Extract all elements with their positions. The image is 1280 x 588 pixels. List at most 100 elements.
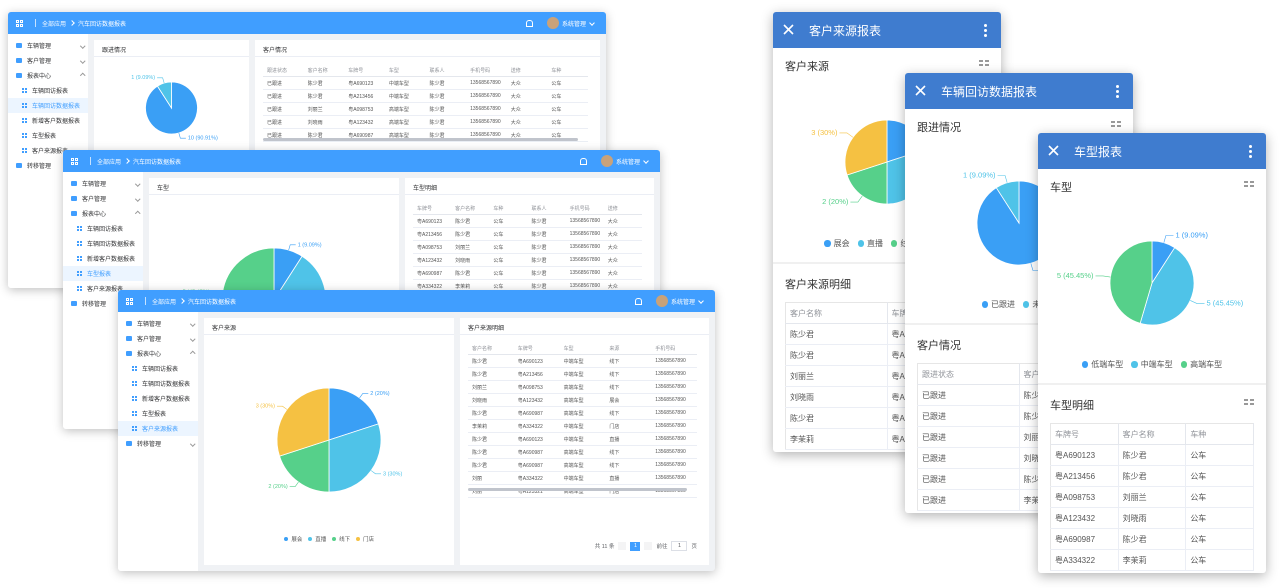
submenu-icon-cell	[77, 241, 79, 243]
avatar[interactable]	[655, 295, 668, 307]
menu-item[interactable]: 转移管理	[63, 296, 143, 311]
label-line	[178, 132, 186, 139]
legend-label: 直播	[867, 239, 883, 248]
submenu-icon-cell	[132, 414, 134, 416]
download-icon[interactable]	[1244, 399, 1254, 405]
menu-item[interactable]: 客户管理	[63, 191, 143, 206]
download-icon[interactable]	[979, 60, 989, 66]
breadcrumb-item[interactable]: 全部应用	[97, 159, 122, 166]
value-label: 1 (9.09%)	[963, 170, 996, 179]
menu-item[interactable]: 车辆管理	[118, 316, 198, 331]
apps-icon[interactable]	[126, 297, 133, 305]
breadcrumb-item[interactable]: 全部应用	[42, 21, 67, 28]
table-cell: 陈少君	[425, 115, 467, 129]
submenu-icon	[77, 271, 82, 276]
apps-icon[interactable]	[16, 19, 23, 27]
menu-item[interactable]: 转移管理	[8, 158, 88, 173]
user-name[interactable]: 系统管理	[670, 299, 695, 306]
table-cell: 13568567890	[651, 406, 697, 420]
menu-item[interactable]: 客户管理	[118, 331, 198, 346]
table-cell: 粤A213456	[513, 367, 560, 381]
table-cell: 粤A123432	[413, 253, 452, 267]
folder-icon	[126, 321, 132, 326]
panel-title: 车型明细	[413, 186, 438, 192]
menu-item[interactable]: 车辆管理	[63, 176, 143, 191]
legend-item: 直播	[307, 535, 326, 543]
submenu-label: 客户来源报表	[87, 287, 124, 293]
table-header: 客户名称	[785, 302, 888, 324]
submenu-item[interactable]: 新增客户数据报表	[8, 113, 88, 128]
table-cell: 粤A213456	[344, 89, 385, 103]
submenu-item[interactable]: 新增客户数据报表	[118, 391, 198, 406]
close-icon[interactable]	[905, 73, 935, 109]
submenu-item[interactable]: 车辆回访数据报表	[63, 236, 143, 251]
more-menu[interactable]	[1249, 144, 1252, 158]
label-line	[1030, 263, 1041, 271]
app-bar: 车型报表	[1038, 133, 1266, 169]
prev-button[interactable]	[618, 542, 627, 550]
panel-divider	[204, 334, 454, 335]
label-line	[289, 481, 299, 487]
bell-icon[interactable]	[525, 19, 533, 27]
avatar[interactable]	[600, 155, 613, 167]
next-button[interactable]	[644, 542, 653, 550]
breadcrumb-item[interactable]: 全部应用	[152, 299, 177, 306]
submenu-item[interactable]: 车型报表	[8, 128, 88, 143]
panel-title: 客户情况	[263, 48, 288, 54]
page-button[interactable]: 1	[630, 541, 641, 551]
table-cell: 粤A690987	[513, 406, 560, 420]
menu-item[interactable]: 客户管理	[8, 53, 88, 68]
submenu-item[interactable]: 新增客户数据报表	[63, 251, 143, 266]
screen-title: 客户来源报表	[809, 23, 882, 38]
table-cell: 门店	[605, 419, 652, 433]
close-glyph	[1048, 145, 1059, 156]
table-header: 手机号码	[466, 64, 507, 77]
screen-title: 车型报表	[1074, 144, 1123, 159]
menu-item[interactable]: 报表中心	[8, 68, 88, 83]
submenu-label: 车型报表	[142, 412, 167, 418]
more-menu[interactable]	[984, 23, 987, 37]
submenu-icon	[132, 381, 137, 386]
submenu-item[interactable]: 车辆回访报表	[63, 221, 143, 236]
user-name[interactable]: 系统管理	[615, 159, 640, 166]
legend-swatch	[307, 536, 313, 542]
submenu-item[interactable]: 车型报表	[63, 266, 143, 281]
table-cell: 已跟进	[917, 405, 1020, 427]
close-icon[interactable]	[1038, 133, 1068, 169]
submenu-icon	[77, 286, 82, 291]
submenu-item[interactable]: 车辆回访报表	[118, 361, 198, 376]
user-name[interactable]: 系统管理	[561, 21, 586, 28]
panel-divider	[149, 194, 399, 195]
menu-item[interactable]: 车辆管理	[8, 38, 88, 53]
submenu-item[interactable]: 车型报表	[118, 406, 198, 421]
bell-icon[interactable]	[634, 297, 642, 305]
submenu-item[interactable]: 车辆回访数据报表	[118, 376, 198, 391]
submenu-item[interactable]: 车辆回访数据报表	[8, 98, 88, 113]
close-icon[interactable]	[773, 12, 803, 48]
submenu-icon-cell	[25, 133, 27, 135]
submenu-icon-cell	[135, 411, 137, 413]
submenu-icon-cell	[22, 151, 24, 153]
page-input[interactable]: 1	[671, 541, 688, 551]
table-cell: 陈少君	[468, 432, 514, 446]
menu-item[interactable]: 转移管理	[118, 436, 198, 451]
apps-icon[interactable]	[71, 157, 78, 165]
top-bar: 全部应用 汽车回访数据报表 系统管理	[118, 290, 715, 312]
submenu-icon-cell	[25, 151, 27, 153]
download-icon[interactable]	[1111, 121, 1121, 127]
table-cell: 已跟进	[263, 76, 304, 90]
menu-item[interactable]: 报表中心	[118, 346, 198, 361]
folder-icon	[71, 301, 77, 306]
bell-icon[interactable]	[579, 157, 587, 165]
value-label: 3 (30%)	[383, 471, 402, 477]
submenu-item[interactable]: 车辆回访报表	[8, 83, 88, 98]
more-menu[interactable]	[1116, 84, 1119, 98]
submenu-icon-cell	[132, 369, 134, 371]
value-label: 3 (30%)	[256, 404, 275, 410]
label-line	[997, 175, 1008, 183]
menu-item[interactable]: 报表中心	[63, 206, 143, 221]
avatar[interactable]	[546, 17, 559, 29]
submenu-icon-cell	[25, 91, 27, 93]
submenu-item[interactable]: 客户来源报表	[118, 421, 198, 436]
download-icon[interactable]	[1244, 181, 1254, 187]
